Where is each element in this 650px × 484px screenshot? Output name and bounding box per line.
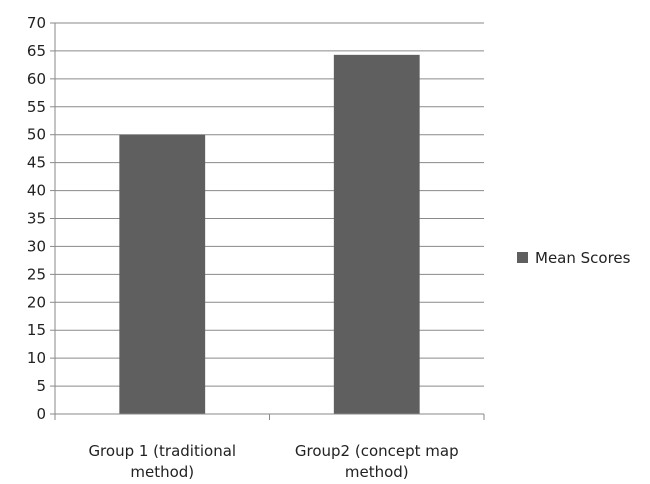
bar xyxy=(333,54,420,415)
legend: Mean Scores xyxy=(517,249,631,267)
y-tick-label: 10 xyxy=(27,349,46,367)
x-tick-label-line: Group 1 (traditional xyxy=(88,442,236,460)
bars xyxy=(119,54,420,415)
y-tick-label: 40 xyxy=(27,182,46,200)
y-tick-label: 25 xyxy=(27,265,46,283)
y-tick-label: 20 xyxy=(27,293,46,311)
y-tick-label: 55 xyxy=(27,98,46,116)
y-tick-label: 30 xyxy=(27,237,46,255)
y-tick-label: 15 xyxy=(27,321,46,339)
x-tick-label: Group2 (concept map method) xyxy=(295,442,459,481)
legend-label: Mean Scores xyxy=(535,249,631,267)
x-axis-labels: Group 1 (traditional method)Group2 (conce… xyxy=(88,442,458,481)
x-tick-label: Group 1 (traditional method) xyxy=(88,442,236,481)
y-tick-label: 35 xyxy=(27,210,46,228)
y-axis-ticks: 0 5 10 15 20 25 30 35 40 45 50 55 60 65 70 xyxy=(27,14,55,423)
y-tick-label: 5 xyxy=(36,377,46,395)
x-tick-label-line: Group2 (concept map xyxy=(295,442,459,460)
y-tick-label: 45 xyxy=(27,154,46,172)
axes xyxy=(54,23,485,420)
y-tick-label: 65 xyxy=(27,42,46,60)
y-tick-label: 60 xyxy=(27,70,46,88)
y-tick-label: 50 xyxy=(27,126,46,144)
y-tick-label: 70 xyxy=(27,14,46,32)
y-tick-label: 0 xyxy=(36,405,46,423)
x-tick-label-line: method) xyxy=(345,463,409,481)
x-tick-label-line: method) xyxy=(130,463,194,481)
bar xyxy=(119,134,206,414)
legend-swatch xyxy=(517,252,528,263)
